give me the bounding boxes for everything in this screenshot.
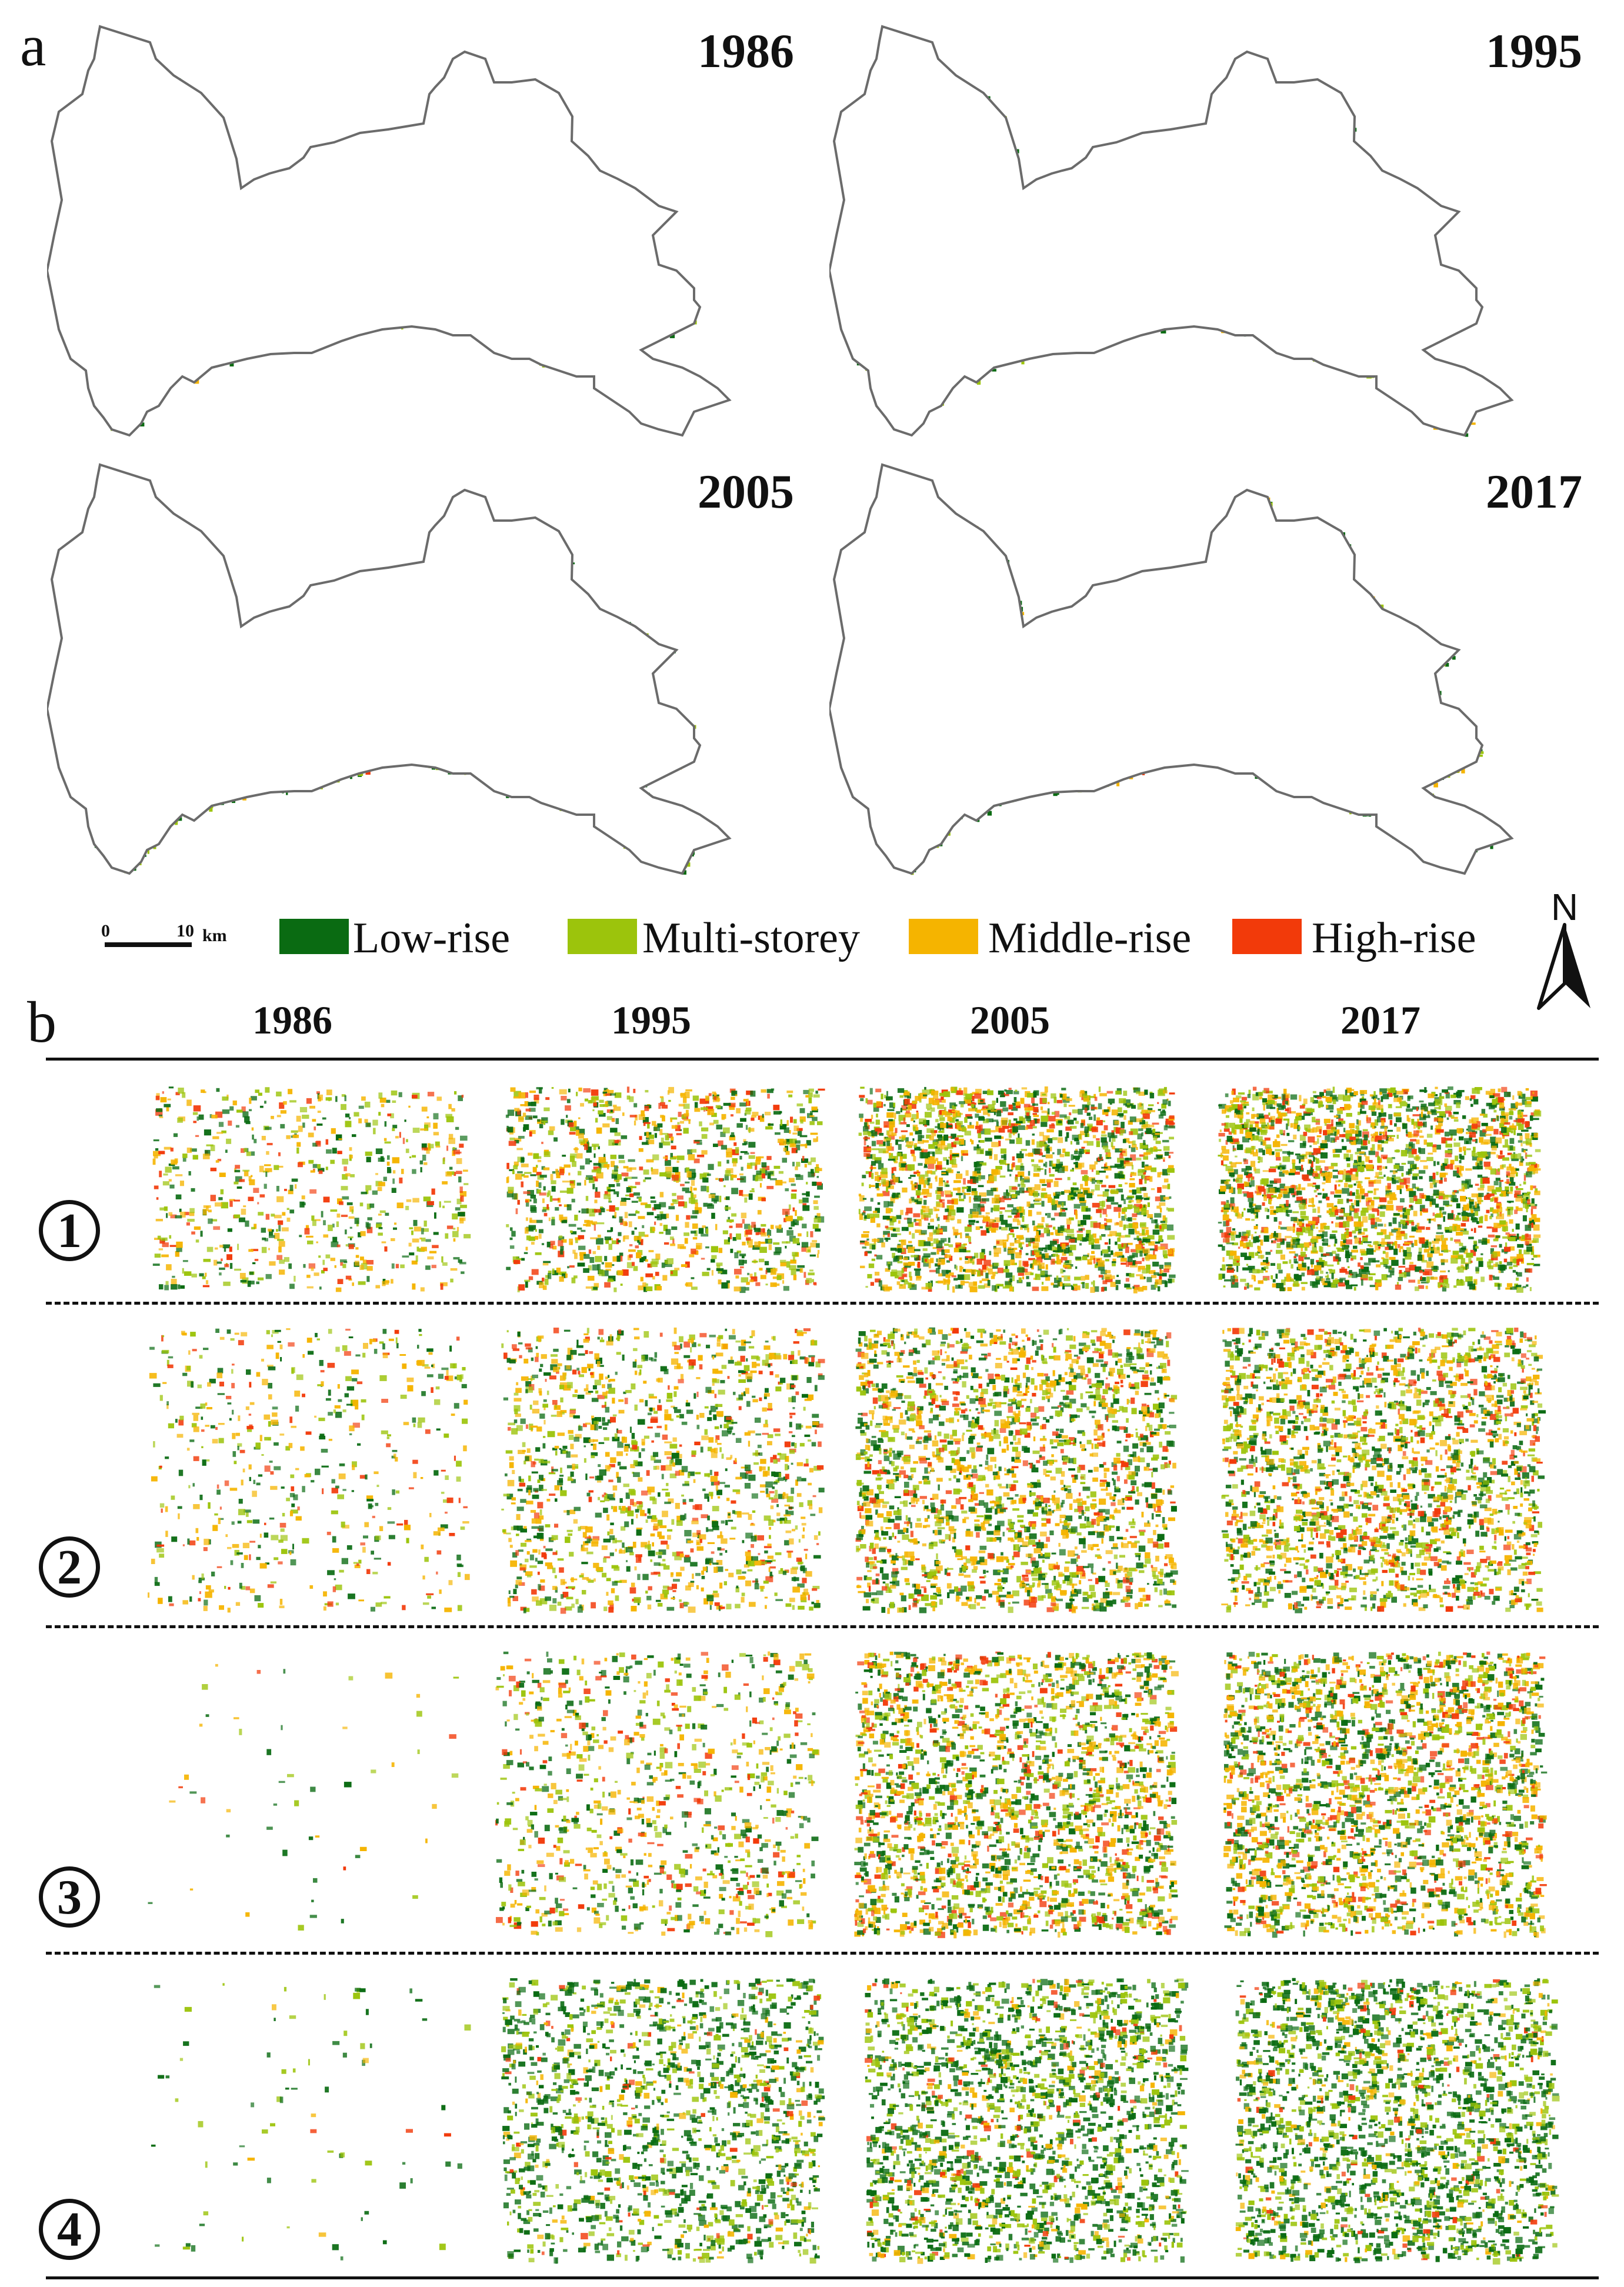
legend-label-middle-rise: Middle-rise — [988, 916, 1191, 960]
region-tile — [1218, 1086, 1542, 1293]
column-year-1995: 1995 — [563, 1000, 739, 1040]
region-row-1: 1 — [0, 1065, 1624, 1300]
map-1995: 1995 — [829, 24, 1612, 447]
legend-label-high-rise: High-rise — [1312, 916, 1476, 960]
region-number-1: 1 — [39, 1200, 100, 1261]
separator-1-2 — [46, 1302, 1599, 1305]
region-tile — [495, 1651, 820, 1938]
scale-start: 0 — [101, 922, 110, 940]
region-tile — [148, 1328, 470, 1613]
map-year-label: 1986 — [698, 27, 794, 75]
region-number-3: 3 — [39, 1866, 100, 1928]
region-tile — [854, 1651, 1179, 1939]
bottom-rule — [46, 2276, 1599, 2279]
scale-end: 10 — [176, 922, 194, 940]
map-outline — [47, 25, 732, 437]
region-tile — [501, 1978, 825, 2264]
region-tile — [865, 1978, 1189, 2264]
region-number-2: 2 — [39, 1536, 100, 1598]
north-arrow-icon — [1537, 923, 1590, 1010]
map-year-label: 2017 — [1486, 468, 1582, 516]
region-tile — [1221, 1328, 1546, 1613]
map-year-label: 2005 — [698, 468, 794, 516]
map-outline — [47, 463, 732, 875]
scale-unit: km — [202, 927, 227, 945]
legend-label-multi-storey: Multi-storey — [642, 916, 860, 960]
region-tile — [148, 1663, 459, 1931]
region-row-2: 2 — [0, 1307, 1624, 1625]
legend-swatch-low-rise — [279, 919, 349, 954]
region-tile — [1223, 1651, 1548, 1938]
map-2005: 2005 — [47, 462, 829, 885]
region-tile — [1235, 1978, 1560, 2265]
region-tile — [505, 1086, 825, 1293]
column-year-2017: 2017 — [1292, 1000, 1469, 1040]
scale-bar: 0 10 km — [101, 918, 236, 953]
north-letter: N — [1529, 888, 1600, 926]
region-tile — [151, 1983, 471, 2261]
map-1986: 1986 — [47, 24, 829, 447]
region-tile — [501, 1327, 825, 1614]
region-row-4: 4 — [0, 1958, 1624, 2275]
legend-swatch-multi-storey — [568, 919, 637, 954]
region-number-4: 4 — [39, 2199, 100, 2260]
map-2017: 2017 — [829, 462, 1612, 885]
north-arrow: N — [1529, 888, 1600, 1012]
column-year-1986: 1986 — [204, 1000, 381, 1040]
separator-3-4 — [46, 1952, 1599, 1955]
legend-label-low-rise: Low-rise — [353, 916, 510, 960]
region-tile — [152, 1086, 471, 1292]
column-year-2005: 2005 — [922, 1000, 1098, 1040]
top-rule — [46, 1058, 1599, 1061]
region-tile — [858, 1086, 1176, 1293]
legend-swatch-high-rise — [1232, 919, 1302, 954]
map-year-label: 1995 — [1486, 27, 1582, 75]
legend-swatch-middle-rise — [909, 919, 978, 954]
map-outline — [829, 25, 1514, 437]
scale-line — [105, 942, 192, 947]
panel-b-letter: b — [27, 993, 56, 1052]
separator-2-3 — [46, 1625, 1599, 1628]
map-outline — [829, 463, 1514, 875]
panel-a-letter: a — [20, 16, 46, 75]
region-tile — [855, 1327, 1178, 1614]
region-row-3: 3 — [0, 1631, 1624, 1949]
